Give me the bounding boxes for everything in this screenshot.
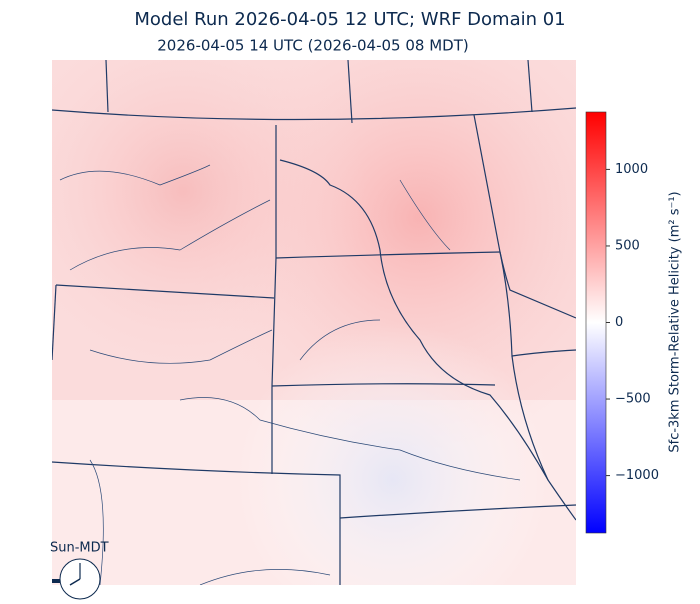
clock-hand bbox=[69, 578, 81, 586]
clock-label: Sun-MDT bbox=[50, 541, 109, 556]
colorbar-tick-label: 0 bbox=[615, 315, 623, 330]
colorbar-tick-label: 1000 bbox=[615, 162, 648, 177]
title: Model Run 2026-04-05 12 UTC; WRF Domain … bbox=[134, 9, 565, 30]
colorbar-tick-label: −1000 bbox=[615, 468, 659, 483]
colorbar-label: Sfc-3km Storm-Relative Helicity (m² s⁻¹) bbox=[668, 191, 683, 452]
colorbar-tick-label: 500 bbox=[615, 238, 640, 253]
subtitle: 2026-04-05 14 UTC (2026-04-05 08 MDT) bbox=[157, 37, 468, 55]
colorbar-tick-label: −500 bbox=[615, 392, 651, 407]
colorbar bbox=[585, 111, 607, 534]
map bbox=[52, 60, 576, 585]
clock-marker bbox=[52, 579, 60, 583]
